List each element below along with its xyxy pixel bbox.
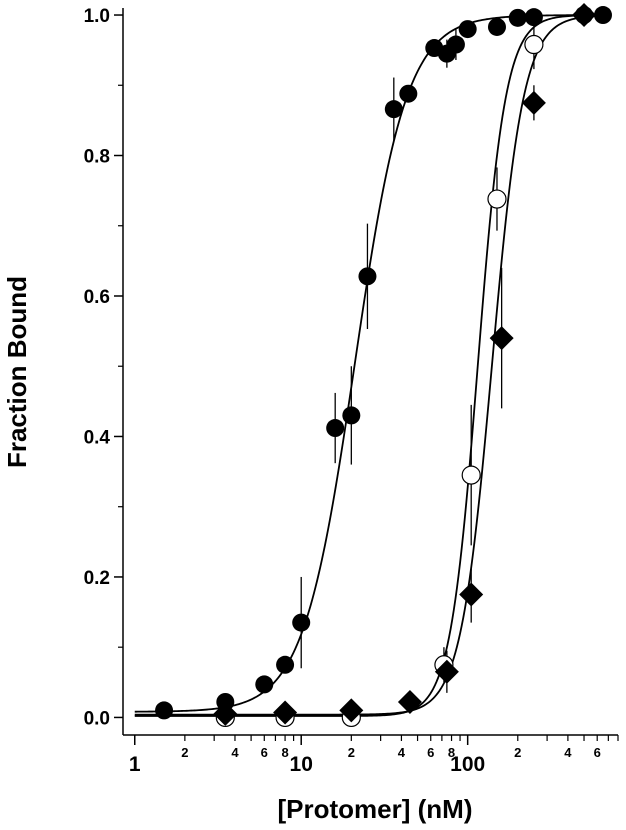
data-markers	[155, 3, 612, 728]
data-point-filled-diamond	[572, 3, 597, 28]
data-point-open-circle	[524, 34, 544, 55]
x-major-tick-label: 1	[129, 753, 141, 776]
data-point-filled-diamond	[521, 90, 546, 115]
error-bars	[284, 19, 535, 693]
x-axis-title: [Protomer] (nM)	[278, 794, 473, 824]
data-point-filled-circle	[446, 35, 465, 54]
data-point-filled-circle	[487, 17, 506, 36]
x-minor-tick-label: 6	[427, 745, 434, 760]
data-point-filled-diamond	[489, 326, 514, 351]
x-minor-tick-label: 2	[348, 745, 355, 760]
x-minor-tick-label: 8	[448, 745, 455, 760]
data-point-open-circle	[461, 465, 481, 485]
x-minor-tick-label: 2	[181, 745, 188, 760]
data-point-filled-circle	[508, 8, 527, 27]
y-tick-label: 1.0	[84, 6, 110, 27]
data-point-filled-circle	[326, 419, 345, 438]
data-point-filled-circle	[458, 20, 477, 39]
x-minor-tick-label: 4	[564, 745, 572, 760]
x-minor-tick-label: 8	[281, 745, 288, 760]
data-point-filled-circle	[384, 100, 403, 119]
fit-curve-1	[134, 14, 607, 713]
x-minor-tick-label: 6	[594, 745, 601, 760]
data-point-filled-circle	[342, 406, 361, 425]
x-major-tick-label: 100	[450, 753, 485, 776]
x-minor-tick-label: 2	[514, 745, 521, 760]
x-minor-tick-label: 4	[231, 745, 239, 760]
data-point-filled-circle	[358, 267, 377, 286]
data-point-filled-circle	[255, 675, 274, 694]
y-tick-label: 0.8	[84, 147, 110, 168]
data-point-filled-circle	[292, 613, 311, 632]
fit-curves	[134, 14, 607, 717]
y-tick-label: 0.2	[84, 568, 110, 589]
y-tick-label: 0.0	[84, 708, 110, 729]
x-minor-tick-label: 6	[261, 745, 268, 760]
data-point-filled-diamond	[397, 689, 422, 714]
data-point-filled-diamond	[273, 700, 298, 725]
data-point-filled-circle	[524, 8, 543, 27]
data-point-filled-diamond	[213, 701, 238, 726]
data-point-filled-diamond	[459, 582, 484, 607]
y-tick-label: 0.4	[84, 427, 111, 448]
data-point-filled-circle	[399, 84, 418, 103]
data-point-open-circle	[487, 189, 507, 209]
y-axis-title: Fraction Bound	[2, 276, 32, 468]
fit-curve-2	[134, 14, 607, 717]
y-tick-label: 0.6	[84, 287, 110, 308]
data-point-filled-diamond	[339, 698, 364, 723]
fit-curve-3	[134, 14, 607, 716]
x-minor-tick-label: 4	[398, 745, 406, 760]
x-major-tick-label: 10	[290, 753, 313, 776]
data-point-filled-circle	[155, 701, 174, 720]
data-point-filled-circle	[276, 655, 295, 674]
data-point-filled-diamond	[434, 659, 459, 684]
data-point-filled-circle	[593, 6, 612, 25]
